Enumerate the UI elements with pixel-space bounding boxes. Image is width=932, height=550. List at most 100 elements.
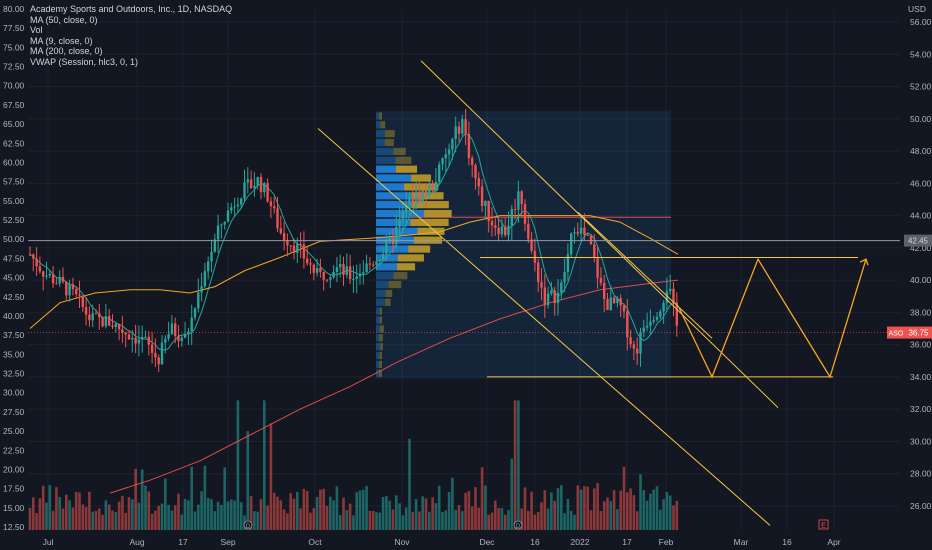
volume-bar (626, 492, 629, 530)
candle-body (358, 273, 362, 277)
volume-bar (38, 498, 42, 530)
profile-bar-up (376, 130, 385, 138)
profile-bar-down (397, 254, 424, 262)
candle-body (256, 176, 259, 186)
candle-body (570, 233, 573, 255)
candle-body (45, 275, 48, 277)
left-tick-label: 45.00 (3, 273, 25, 283)
candle-body (78, 294, 81, 296)
legend-ma200[interactable]: MA (200, close, 0) (30, 46, 103, 56)
volume-bar (461, 511, 464, 530)
volume-bar (164, 478, 167, 530)
candle-body (655, 316, 659, 320)
time-tick-label: 2022 (571, 537, 590, 547)
volume-bar (560, 485, 563, 530)
candle-body (269, 201, 273, 207)
volume-bar (593, 488, 596, 530)
candle-body (355, 276, 358, 279)
time-axis[interactable]: Jul Aug 17 Sep Oct Nov Dec 16 2022 17 Feb Mar 16 Apr (43, 537, 841, 547)
profile-bar-up (376, 298, 386, 306)
left-tick-label: 52.50 (3, 215, 25, 225)
legend-ma50[interactable]: MA (50, close, 0) (30, 14, 98, 25)
profile-bar-up (376, 201, 412, 209)
right-price-axis[interactable]: 56.00 54.00 52.00 50.00 48.00 46.00 44.00 42.00… (910, 17, 932, 511)
indicator-legend[interactable]: Academy Sports and Outdoors, Inc., 1D, N… (30, 4, 232, 67)
dividend-marker (513, 520, 523, 530)
volume-bar (642, 490, 646, 530)
candle-body (381, 254, 385, 260)
volume-bar (629, 488, 632, 530)
profile-bar-up (376, 165, 396, 173)
candle-body (203, 271, 207, 287)
time-tick-label: Mar (734, 537, 749, 547)
right-tick-label: 44.00 (910, 211, 932, 221)
profile-bar-down (380, 343, 383, 351)
volume-bar (48, 485, 52, 530)
right-tick-label: 28.00 (910, 469, 932, 479)
candle-body (236, 204, 240, 207)
candle-body (32, 254, 35, 259)
candle-body (612, 297, 616, 304)
legend-vwap[interactable]: VWAP (Session, hlc3, 0, 1) (30, 56, 139, 67)
channel-upper-line (420, 60, 779, 408)
candle-body (240, 198, 243, 205)
volume-bar (309, 512, 312, 530)
volume-bar (200, 491, 203, 530)
right-tick-label: 26.00 (910, 501, 932, 511)
right-tick-label: 52.00 (910, 82, 932, 92)
candle-body (642, 327, 645, 332)
candle-body (249, 179, 253, 189)
candle-body (517, 191, 520, 210)
candle-body (216, 225, 220, 240)
candle-body (461, 119, 464, 134)
candle-body (378, 259, 381, 262)
profile-bar-up (376, 156, 396, 164)
volume-bar (451, 477, 454, 530)
volume-bar (121, 495, 124, 530)
candle-body (117, 323, 121, 330)
volume-bar (51, 510, 55, 530)
symbol-title: Academy Sports and Outdoors, Inc., 1D, N… (30, 4, 233, 14)
time-tick-label: 16 (530, 537, 540, 547)
ma200-line (109, 279, 679, 494)
legend-ma9[interactable]: MA (9, close, 0) (30, 35, 93, 46)
profile-bar-down (379, 369, 382, 377)
left-tick-label: 27.50 (3, 407, 25, 417)
candle-body (302, 244, 306, 259)
candle-body (147, 336, 150, 345)
candle-body (385, 240, 388, 255)
candle-body (329, 277, 332, 280)
profile-bar-down (393, 272, 408, 280)
volume-bar (494, 500, 497, 530)
candles (28, 108, 678, 372)
volume-bar (586, 486, 589, 530)
candle-body (454, 126, 457, 139)
candle-body (447, 149, 451, 155)
time-tick-label: Sep (220, 537, 235, 547)
volume-bars (28, 400, 679, 530)
volume-bar (546, 508, 550, 530)
left-tick-label: 37.50 (3, 330, 25, 340)
candle-body (121, 329, 124, 333)
candle-body (639, 331, 642, 354)
volume-bar (358, 490, 362, 530)
candle-body (494, 225, 497, 228)
candle-body (315, 267, 319, 273)
volume-bar (437, 485, 441, 530)
candle-body (593, 244, 596, 258)
volume-bar (170, 510, 174, 530)
candle-body (101, 317, 104, 327)
candle-body (183, 334, 187, 338)
candle-body (414, 191, 418, 203)
volume-bar (55, 487, 58, 530)
legend-vol[interactable]: Vol (30, 25, 43, 35)
volume-bar (662, 499, 665, 530)
candle-body (160, 342, 164, 365)
profile-bar-up (376, 263, 397, 271)
dividend-marker-label: D (246, 524, 251, 530)
left-price-axis: 80.00 77.50 75.00 72.50 70.00 67.50 65.00 62.50… (3, 4, 25, 532)
volume-bar (378, 512, 382, 530)
volume-bar (325, 505, 329, 530)
volume-bar (160, 503, 164, 530)
